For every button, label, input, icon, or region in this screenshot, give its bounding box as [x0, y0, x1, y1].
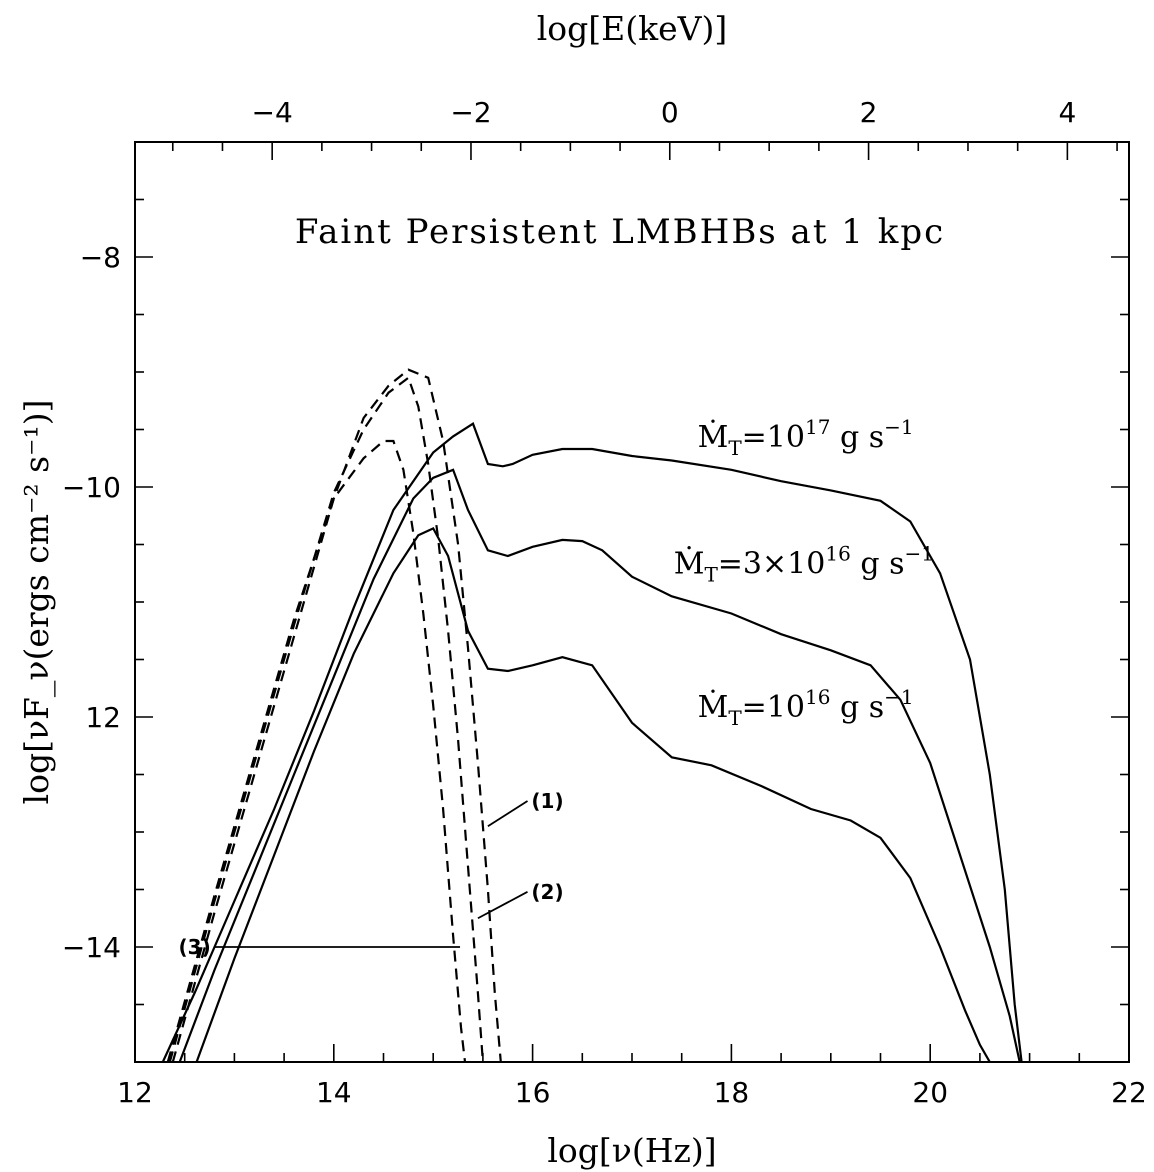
x-tick-label: 18: [714, 1076, 750, 1109]
annotation-label: (3): [179, 935, 211, 959]
x-tick-label: 20: [912, 1076, 948, 1109]
top-tick-label: 4: [1058, 96, 1076, 129]
y-tick-label: 12: [85, 701, 121, 734]
mdot-label-2: ṀT=3×1016 g s−1: [674, 541, 934, 586]
solid-curve-2: [178, 468, 1021, 1062]
plot-frame: [134, 141, 1130, 1063]
annotation-leader: [477, 891, 528, 920]
dashed-curve-2: [168, 376, 484, 1062]
curve-annotations: (1) (2) (3) ṀT=1017 g s−1 ṀT=3×1016 g s−1 ṀT=…: [179, 415, 934, 959]
y-tick-label: −14: [62, 931, 121, 964]
mdot-label-3: ṀT=1016 g s−1: [698, 685, 914, 730]
x-tick-label: 22: [1111, 1076, 1147, 1109]
dashed-curve-1: [171, 368, 502, 1062]
solid-curve-1: [161, 422, 1023, 1062]
axis-tick-labels: 12 14 16 18 20 22 −8 −10 12 −14 −4 −2 0 2 4: [62, 96, 1147, 1109]
axis-ticks: [134, 142, 1130, 1063]
mdot-label-1: ṀT=1017 g s−1: [698, 415, 914, 460]
annotation-leader: [487, 800, 528, 828]
annotation-label: (1): [531, 789, 563, 813]
solid-curve-3: [195, 526, 991, 1062]
y-axis-label: log[νF_ν(ergs cm⁻² s⁻¹)]: [17, 400, 57, 805]
data-curves: [161, 368, 1023, 1062]
top-tick-label: 0: [661, 96, 679, 129]
top-tick-label: 2: [860, 96, 878, 129]
x-tick-label: 14: [316, 1076, 352, 1109]
annotation-label: (2): [531, 880, 563, 904]
x-tick-label: 16: [515, 1076, 551, 1109]
dashed-curve-3: [166, 439, 467, 1062]
x-tick-label: 12: [117, 1076, 153, 1109]
top-axis-label: log[E(keV)]: [537, 9, 728, 48]
y-tick-label: −8: [80, 241, 121, 274]
chart-title: Faint Persistent LMBHBs at 1 kpc: [295, 212, 945, 252]
x-axis-label: log[ν(Hz)]: [547, 1131, 716, 1170]
top-tick-label: −2: [450, 96, 491, 129]
y-tick-label: −10: [62, 471, 121, 504]
top-tick-label: −4: [252, 96, 293, 129]
